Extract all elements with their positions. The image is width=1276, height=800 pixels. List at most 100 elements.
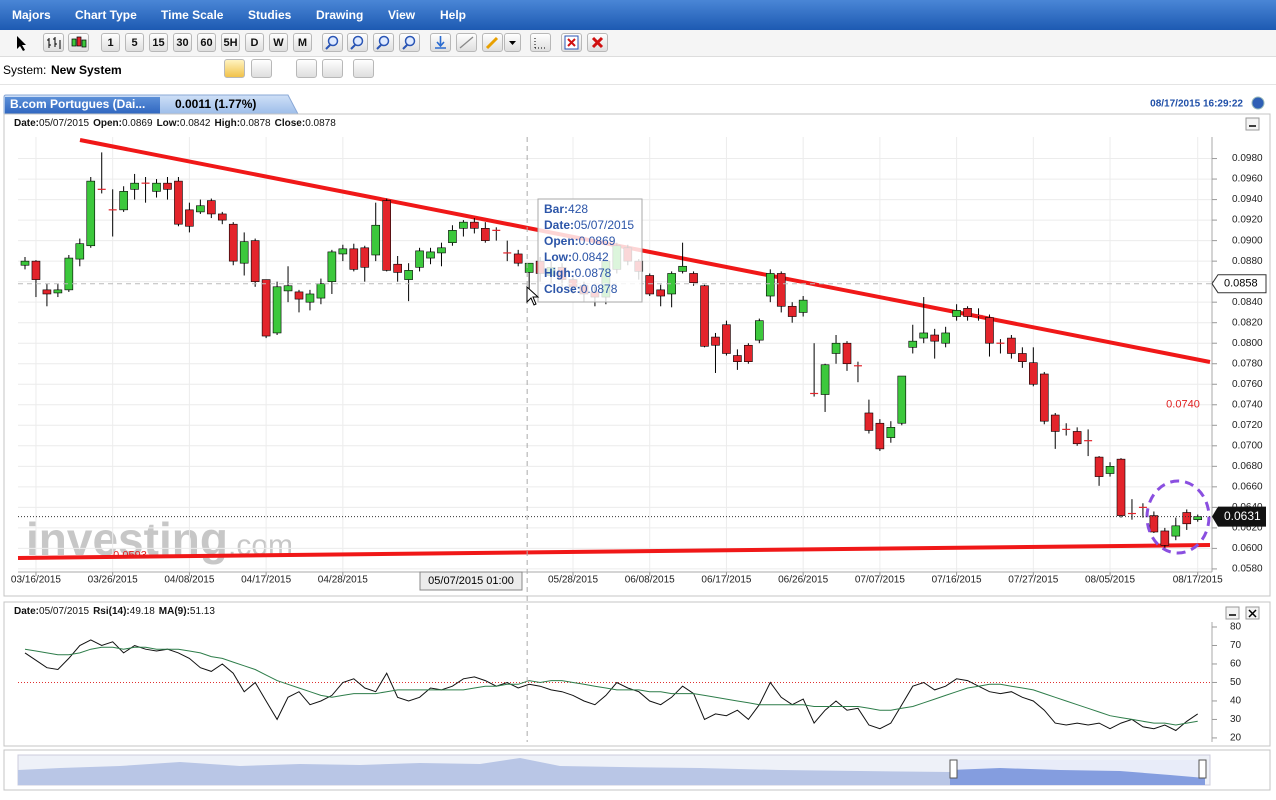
icon [1248, 609, 1257, 618]
candle-body [327, 251, 337, 282]
trendline[interactable] [79, 138, 1211, 364]
candle-body [437, 247, 446, 254]
menu-bar: Majors Chart Type Time Scale Studies Drawing… [0, 0, 1276, 30]
candle-body [678, 265, 687, 272]
interval-button[interactable]: W [269, 33, 288, 52]
candle-body [1105, 466, 1115, 474]
info-value: 0.0842 [179, 118, 211, 129]
y-tick-label: 0.0920 [1232, 215, 1263, 226]
icon [485, 36, 499, 50]
minimize-button[interactable] [1245, 117, 1260, 131]
info-value: 05/07/2015 [39, 606, 90, 617]
tooltip-line: High:0.0878 [544, 266, 612, 280]
download[interactable] [430, 33, 451, 52]
candle-body [1050, 414, 1060, 432]
menu-item[interactable]: Majors [12, 8, 51, 22]
save-system[interactable] [251, 59, 272, 78]
y-tick-label: 20 [1230, 733, 1242, 744]
delete-drawing[interactable] [561, 33, 582, 52]
candle-body [459, 221, 468, 229]
tooltip-value: 0.0869 [579, 234, 616, 248]
interval-button[interactable]: 15 [149, 33, 168, 52]
navigator-handle[interactable] [1198, 759, 1207, 779]
candle-body [163, 182, 172, 190]
y-tick-label: 0.0780 [1232, 358, 1263, 369]
info-label: Open: [93, 118, 122, 129]
system-value[interactable]: New System [51, 63, 122, 77]
menu-item[interactable]: Time Scale [161, 8, 224, 22]
tooltip-label: Bar: [544, 202, 568, 216]
interval-button[interactable]: 5H [221, 33, 240, 52]
y-tick-label: 0.0740 [1232, 399, 1263, 410]
info-label: Low: [156, 118, 180, 129]
bar-chart-tool[interactable] [43, 33, 64, 52]
info-label: High: [214, 118, 241, 129]
candles [20, 152, 1203, 549]
zoom-reset[interactable] [399, 33, 420, 52]
candle-body [108, 209, 117, 211]
candle-body [820, 364, 830, 395]
candle-body [119, 191, 128, 211]
menu-item[interactable]: Chart Type [75, 8, 137, 22]
y-tick-label: 0.0940 [1232, 194, 1263, 205]
zoom-fit[interactable] [373, 33, 394, 52]
print[interactable] [296, 59, 317, 78]
interval-button[interactable]: 1 [101, 33, 120, 52]
pointer-tool[interactable] [10, 33, 31, 52]
system-label: System: [3, 63, 47, 77]
menu-item[interactable]: Studies [248, 8, 292, 22]
candle-body [963, 308, 972, 317]
candle-body [1116, 458, 1126, 516]
candle-body [908, 340, 918, 348]
menu-item[interactable]: Drawing [316, 8, 364, 22]
candle-body [338, 248, 348, 255]
candle-body [448, 230, 457, 243]
icon [17, 36, 26, 51]
candle-body [744, 344, 753, 362]
candle-body [853, 365, 862, 367]
status-icon[interactable] [1251, 96, 1265, 110]
interval-button[interactable]: M [293, 33, 312, 52]
candle-body [1138, 506, 1147, 508]
candle-body [524, 262, 534, 273]
open-system[interactable] [224, 59, 245, 78]
zoom-out[interactable] [347, 33, 368, 52]
interval-button[interactable]: 60 [197, 33, 216, 52]
chart-area: B.com Portugues (Dai... 0.0011 (1.77%) 0… [3, 94, 1271, 791]
navigator-handle[interactable] [949, 759, 958, 779]
candle-body [864, 412, 874, 431]
candle-body [787, 305, 797, 317]
candle-body [141, 182, 150, 184]
y-tick-label: 0.0720 [1232, 420, 1263, 431]
interval-button[interactable]: 30 [173, 33, 192, 52]
candle-body [798, 299, 808, 313]
delete-all[interactable] [587, 33, 608, 52]
menu-item[interactable]: View [388, 8, 416, 22]
pencil-tool[interactable] [482, 33, 503, 52]
trendline-tool[interactable] [456, 33, 477, 52]
interval-button[interactable]: 5 [125, 33, 144, 52]
tooltip-label: Open: [544, 234, 579, 248]
trendline[interactable] [17, 543, 1211, 560]
candle-body [985, 317, 994, 344]
menu-item[interactable]: Help [440, 8, 467, 22]
candle-body [152, 182, 161, 192]
icon [47, 37, 61, 49]
rsi: 20 30 40 50 60 70 80 [18, 622, 1242, 744]
zoom-in[interactable] [322, 33, 343, 52]
candle-body [42, 289, 52, 295]
snapshot[interactable] [322, 59, 343, 78]
candle-chart-tool[interactable] [68, 33, 89, 52]
candle-body [316, 283, 326, 299]
info-value: 0.0878 [240, 118, 271, 129]
minimize-button[interactable] [1225, 606, 1240, 620]
candle-body [20, 260, 30, 266]
candle-body [1084, 440, 1093, 442]
y-tick-label: 50 [1230, 677, 1242, 688]
dropdown[interactable] [504, 33, 521, 52]
interval-button[interactable]: D [245, 33, 264, 52]
navigator-window[interactable] [950, 760, 1205, 785]
crosshair-tool[interactable] [530, 33, 551, 52]
fullscreen[interactable] [353, 59, 374, 78]
tooltip-line: Close:0.0878 [544, 282, 618, 296]
